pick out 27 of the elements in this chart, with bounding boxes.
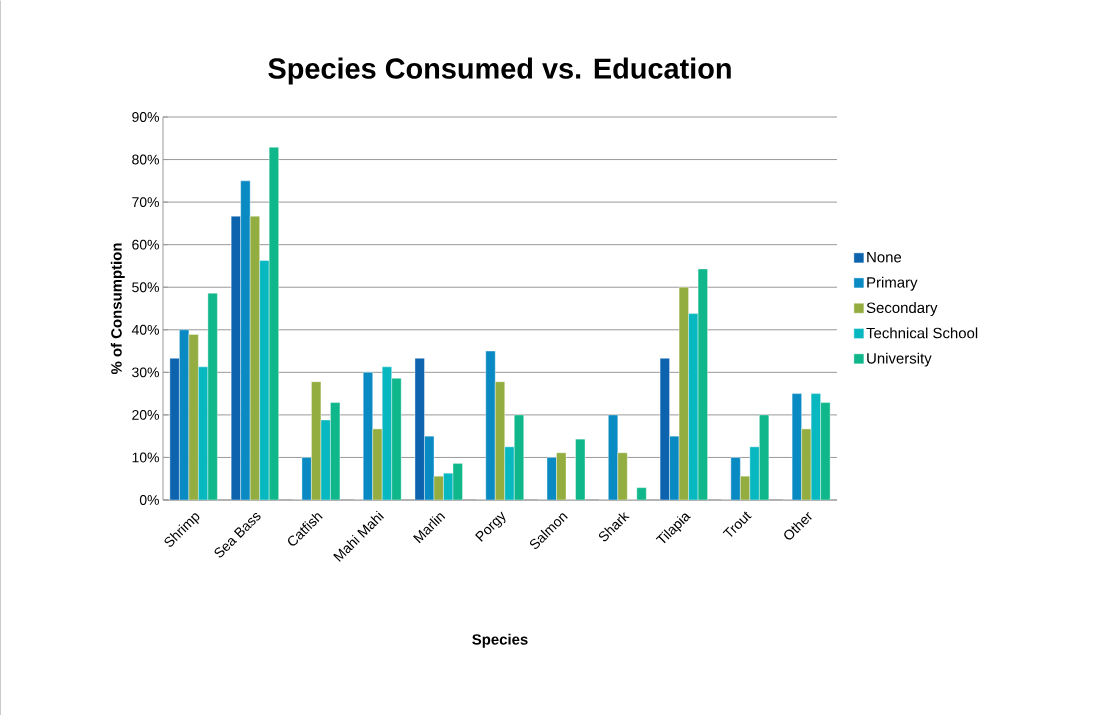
legend-label: University	[867, 352, 932, 367]
legend-label: Primary	[867, 276, 918, 291]
y-tick-label: 20%	[132, 409, 159, 420]
y-tick-label: 10%	[132, 452, 159, 463]
legend-label: Secondary	[866, 302, 938, 316]
y-tick-label: 30%	[132, 367, 159, 378]
y-tick-label: 60%	[132, 239, 159, 250]
y-tick-label: 0%	[139, 495, 159, 505]
y-tick-label: 70%	[132, 197, 159, 208]
bar	[372, 428, 383, 500]
chart-title: Species Consumed vs. Education	[268, 57, 731, 85]
bar	[504, 446, 515, 500]
x-axis-title: Species	[472, 633, 528, 648]
y-tick-label: 50%	[132, 282, 159, 293]
bar	[749, 446, 760, 500]
y-tick-label: 40%	[131, 324, 159, 335]
bar	[240, 180, 251, 500]
legend-label: None	[867, 252, 902, 263]
legend-label: Technical School	[866, 327, 978, 339]
bar	[730, 457, 741, 500]
y-tick-label: 80%	[132, 154, 159, 165]
y-axis-title: % of Consumption	[110, 243, 125, 375]
y-tick-label: 90%	[132, 112, 159, 122]
bar	[485, 350, 496, 500]
bar	[259, 260, 270, 500]
bar	[391, 378, 402, 500]
bar	[617, 452, 628, 500]
